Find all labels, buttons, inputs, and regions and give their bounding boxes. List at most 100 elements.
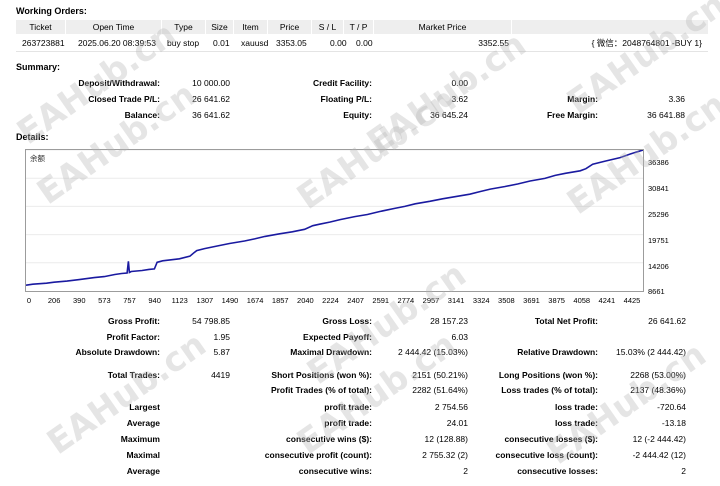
stat-value: 2 444.42 (15.03%) [398,347,468,357]
stat-label: consecutive profit (count): [264,450,372,460]
stat-label: loss trade: [555,402,598,412]
x-tick-label: 390 [72,296,86,305]
stat-value: -13.18 [661,418,686,428]
x-tick-label: 1857 [271,296,289,305]
y-tick-label: 36386 [648,158,669,167]
x-tick-label: 2407 [347,296,364,305]
stat-value: 12 (-2 444.42) [632,434,686,444]
stat-label: loss trade: [555,418,598,428]
stat-value: 15.03% (2 444.42) [616,347,686,357]
stat-value: 26 641.62 [648,316,686,326]
stat-label: Gross Loss: [322,316,372,326]
watermark-text: EAHub.cn [560,0,720,123]
y-tick-label: 25296 [648,210,669,219]
floating-pl-label: Floating P/L: [320,94,372,104]
stat-value: 6.03 [451,332,468,342]
x-tick-label: 0 [26,296,32,305]
stat-label: profit trade: [324,418,372,428]
x-tick-label: 2957 [422,296,440,305]
col-type: Type [162,20,206,34]
equity-label: Equity: [343,110,372,120]
order-comment: { 微信：2048764801 -BUY 1} [591,38,702,48]
stat-label: Loss trades (% of total): [501,385,598,395]
y-tick-label: 30841 [648,184,669,193]
balance-value: 36 641.62 [192,110,230,120]
x-tick-label: 757 [123,296,136,305]
stat-label: Profit Factor: [106,332,160,342]
x-tick-label: 1490 [221,296,239,305]
stat-label: Average [126,466,160,476]
chart-title: 余额 [30,153,45,163]
x-tick-label: 940 [148,296,161,305]
stat-label: consecutive wins: [298,466,372,476]
stat-label: Total Net Profit: [534,316,598,326]
stat-label: Long Positions (won %): [498,370,598,380]
stat-value: 2282 (51.64%) [412,385,468,395]
balance-line [26,150,643,286]
order-market-price: 3352.55 [478,38,509,48]
y-tick-label: 19751 [648,236,669,245]
col-price: Price [268,20,312,34]
x-tick-label: 1123 [171,296,188,305]
x-tick-label: 2224 [322,296,339,305]
col-comment [512,20,708,34]
x-tick-label: 3141 [447,296,465,305]
stat-label: Gross Profit: [108,316,160,326]
stat-value: 2137 (48.36%) [630,385,686,395]
stat-label: Maximum [120,434,160,444]
stat-value: 1.95 [213,332,230,342]
x-tick-label: 2591 [372,296,390,305]
col-tp: T / P [344,20,374,34]
y-tick-label: 14206 [648,262,669,271]
order-item: xauusd [241,38,269,48]
balance-label: Balance: [124,110,160,120]
x-tick-label: 4058 [573,296,591,305]
x-tick-label: 206 [47,296,61,305]
stat-label: Absolute Drawdown: [75,347,160,357]
stat-value: 28 157.23 [430,316,468,326]
stat-label: consecutive wins ($): [286,434,372,444]
working-order-row[interactable]: 263723881 2025.06.20 08:39:53 buy stop 0… [16,36,708,50]
stat-label: Maximal Drawdown: [290,347,372,357]
order-price: 3353.05 [276,38,307,48]
stat-label: consecutive losses: [517,466,598,476]
stat-label: Average [126,418,160,428]
stat-label: Maximal [126,450,160,460]
floating-pl-value: 3.62 [451,94,468,104]
y-tick-label: 8661 [648,287,665,296]
stat-value: -720.64 [657,402,686,412]
balance-chart-plot: 余额 [26,150,643,286]
col-item: Item [234,20,268,34]
x-tick-label: 3875 [548,296,565,305]
stat-label: Short Positions (won %): [271,370,372,380]
stat-label: Largest [129,402,160,412]
col-market-price: Market Price [374,20,512,34]
stat-value: 5.87 [213,347,230,357]
credit-value: 0.00 [451,78,468,88]
stat-label: consecutive loss (count): [495,450,599,460]
closed-pl-value: 26 641.62 [192,94,230,104]
order-ticket: 263723881 [22,38,65,48]
x-tick-label: 1307 [196,296,214,305]
x-tick-label: 3508 [498,296,515,305]
order-tp: 0.00 [356,38,373,48]
stat-value: 2 [463,466,468,476]
stat-label: consecutive losses ($): [504,434,598,444]
stat-label: Expected Payoff: [303,332,372,342]
x-tick-label: 3324 [472,296,490,305]
stat-value: 2268 (53.00%) [630,370,686,380]
free-margin-value: 36 641.88 [647,110,685,120]
balance-chart: 余额 [25,149,644,292]
stat-label: Total Trades: [107,370,160,380]
x-tick-label: 4425 [623,296,641,305]
x-tick-label: 4241 [598,296,616,305]
margin-label: Margin: [567,94,598,104]
credit-label: Credit Facility: [312,78,372,88]
stat-value: 2 755.32 (2) [422,450,468,460]
x-tick-label: 2774 [397,296,415,305]
stat-label: Relative Drawdown: [517,347,598,357]
free-margin-label: Free Margin: [546,110,598,120]
closed-pl-label: Closed Trade P/L: [88,94,160,104]
x-tick-label: 573 [98,296,111,305]
summary-title: Summary: [16,62,61,72]
